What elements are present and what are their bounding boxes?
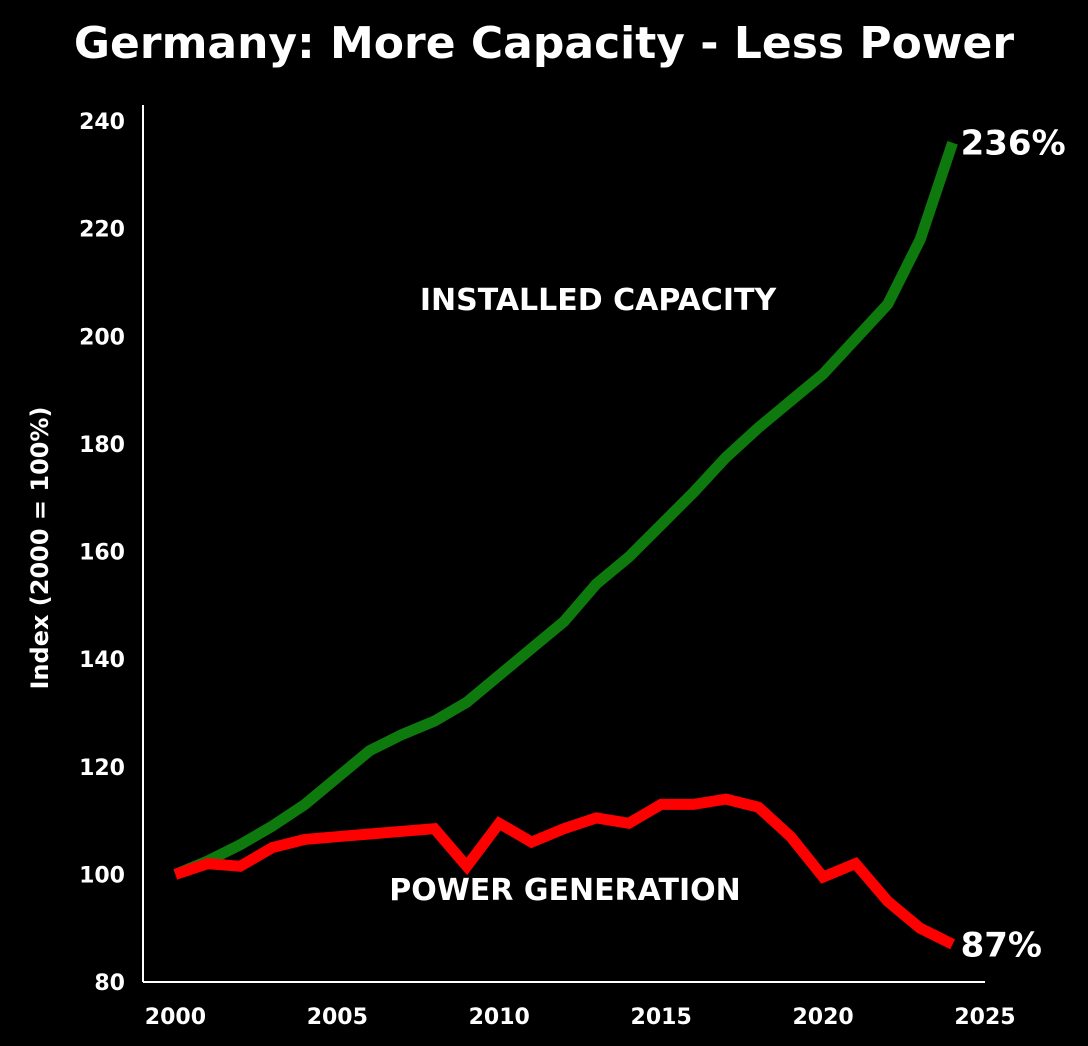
y-tick-label: 120	[79, 756, 125, 781]
end-label-installed-capacity: 236%	[961, 124, 1066, 164]
end-label-power-generation: 87%	[961, 925, 1042, 965]
series-label-installed-capacity: INSTALLED CAPACITY	[420, 283, 778, 318]
chart-title: Germany: More Capacity - Less Power	[74, 18, 1014, 69]
y-tick-label: 140	[79, 648, 125, 673]
end-labels: 236% 87%	[961, 124, 1066, 966]
x-tick-label: 2020	[792, 1005, 853, 1030]
series-line-power-generation	[173, 793, 956, 950]
x-tick-labels: 2000 2005 2010 2015 2020 2025	[145, 1005, 1016, 1030]
series-layer	[173, 140, 958, 950]
y-tick-label: 80	[94, 971, 125, 996]
series-label-power-generation: POWER GENERATION	[389, 873, 741, 908]
y-tick-label: 240	[79, 110, 125, 135]
series-line-installed-capacity	[173, 140, 958, 880]
x-tick-label: 2025	[954, 1005, 1015, 1030]
y-tick-label: 220	[79, 218, 125, 243]
y-tick-labels: 80 100 120 140 160 180 200 220 240	[79, 110, 125, 996]
y-tick-label: 180	[79, 433, 125, 458]
y-tick-label: 100	[79, 863, 125, 888]
y-tick-label: 160	[79, 541, 125, 566]
y-axis-label: Index (2000 = 100%)	[26, 406, 54, 689]
x-tick-label: 2010	[469, 1005, 530, 1030]
x-tick-label: 2005	[307, 1005, 368, 1030]
x-tick-label: 2000	[145, 1005, 206, 1030]
y-tick-label: 200	[79, 325, 125, 350]
x-tick-label: 2015	[631, 1005, 692, 1030]
